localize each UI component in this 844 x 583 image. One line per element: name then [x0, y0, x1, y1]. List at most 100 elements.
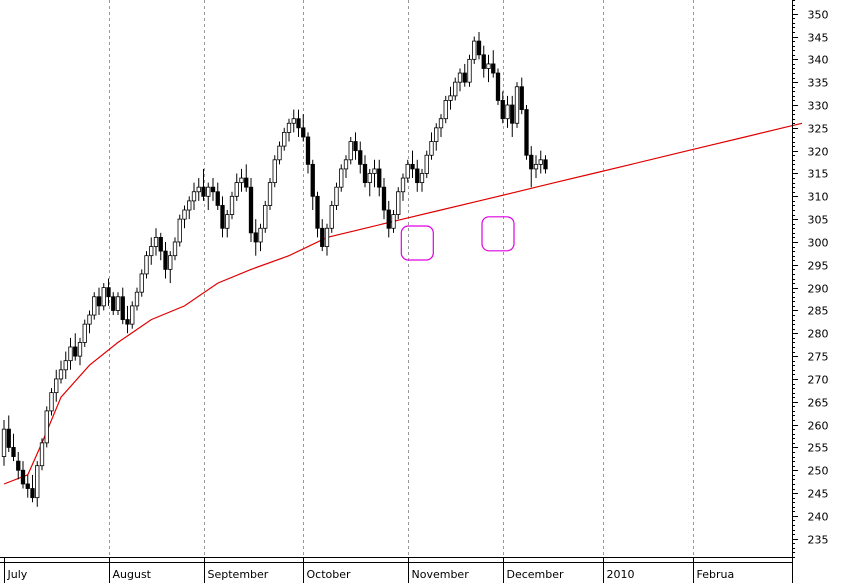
candlestick	[339, 164, 344, 192]
candle-body-down	[310, 163, 315, 197]
candle-body-up	[44, 410, 49, 444]
candle-body-up	[58, 369, 64, 380]
candlestick	[44, 406, 49, 448]
candlestick	[377, 159, 382, 197]
candlestick	[438, 114, 444, 137]
candle-body-up	[348, 141, 353, 161]
time-axis: July August September October November Decemb…	[0, 557, 792, 583]
month-gridlines	[109, 0, 694, 557]
candlestick	[220, 196, 225, 238]
candlestick	[35, 461, 40, 507]
candlestick	[505, 95, 510, 128]
candle-body-down	[315, 195, 320, 229]
candle-body-up	[434, 127, 439, 142]
candle-body-down	[120, 296, 125, 320]
candlestick	[196, 178, 201, 201]
candle-body-up	[514, 86, 520, 124]
candlestick	[277, 141, 282, 165]
candle-body-up	[1, 428, 7, 457]
candle-body-down	[163, 250, 168, 270]
candle-body-down	[125, 319, 130, 325]
candlestick	[334, 182, 339, 211]
candle-body-up	[101, 287, 106, 307]
candlestick	[362, 155, 368, 188]
candle-body-up	[229, 195, 235, 215]
price-tick-label: 320	[808, 146, 829, 159]
candlestick	[524, 105, 529, 160]
candle-body-down	[362, 163, 368, 184]
candle-body-down	[215, 191, 220, 206]
candlestick	[248, 178, 254, 242]
price-tick-label: 280	[808, 328, 829, 341]
candlestick	[372, 159, 377, 188]
candle-body-down	[386, 209, 391, 229]
candle-body-up	[372, 168, 377, 174]
candlestick	[201, 168, 206, 201]
candlestick	[405, 159, 410, 183]
candlestick	[244, 164, 249, 192]
candle-body-down	[30, 488, 35, 499]
candlestick	[533, 155, 539, 179]
candlestick	[286, 118, 292, 142]
candlestick	[206, 182, 211, 211]
candlestick	[168, 251, 173, 284]
candle-body-down	[25, 483, 30, 489]
candle-body-down	[73, 346, 78, 357]
price-tick-label: 325	[808, 123, 829, 136]
candle-body-up	[286, 122, 292, 133]
candle-body-up	[277, 145, 282, 161]
candlestick	[225, 210, 230, 238]
candle-body-down	[524, 109, 529, 156]
price-tick-label: 300	[808, 237, 829, 250]
candlestick	[263, 200, 268, 233]
candlestick	[500, 91, 505, 124]
candlestick	[296, 109, 301, 137]
candle-body-up	[92, 296, 97, 316]
candle-body-up	[443, 100, 448, 120]
candle-body-down	[210, 186, 216, 193]
candlestick	[115, 292, 121, 316]
candlestick	[272, 155, 277, 188]
candle-body-up	[187, 200, 192, 211]
candlestick	[491, 50, 496, 78]
candle-body-down	[462, 72, 467, 83]
candlestick	[229, 191, 235, 220]
candle-body-up	[334, 186, 339, 206]
candle-body-up	[168, 255, 173, 270]
candle-body-down	[6, 428, 11, 448]
candle-body-up	[68, 346, 73, 362]
candle-body-down	[106, 287, 111, 298]
price-tick-label: 285	[808, 305, 829, 318]
price-axis: 235 240 245 250 255 260 265 270 275 280 285 290 295 3…	[792, 0, 829, 583]
candlestick	[310, 159, 315, 211]
candlestick	[54, 369, 59, 402]
candle-body-down	[253, 232, 258, 243]
candlestick	[472, 36, 477, 64]
candlestick	[49, 388, 54, 416]
candlestick	[106, 278, 111, 306]
candlestick	[476, 31, 482, 60]
candle-body-up	[258, 227, 263, 243]
price-tick-label: 270	[808, 374, 829, 387]
candle-body-up	[191, 191, 197, 202]
month-label: Februa	[697, 568, 735, 581]
candle-body-up	[533, 163, 539, 170]
candlestick	[410, 150, 415, 179]
candlestick	[149, 237, 154, 265]
candle-body-up	[206, 186, 211, 197]
candlestick	[111, 292, 116, 316]
candlestick	[514, 82, 520, 128]
candlestick	[144, 251, 149, 279]
price-tick-label: 310	[808, 191, 829, 204]
candle-body-up	[505, 104, 510, 120]
candle-body-down	[16, 460, 21, 471]
candle-body-down	[296, 118, 301, 129]
candlestick	[1, 420, 7, 466]
price-tick-label: 265	[808, 397, 829, 410]
candle-body-down	[415, 168, 420, 184]
price-tick-label: 290	[808, 283, 829, 296]
candle-body-up	[82, 323, 87, 343]
candle-body-up	[63, 360, 68, 371]
price-tick-label: 305	[808, 214, 829, 227]
candlestick	[353, 132, 358, 160]
